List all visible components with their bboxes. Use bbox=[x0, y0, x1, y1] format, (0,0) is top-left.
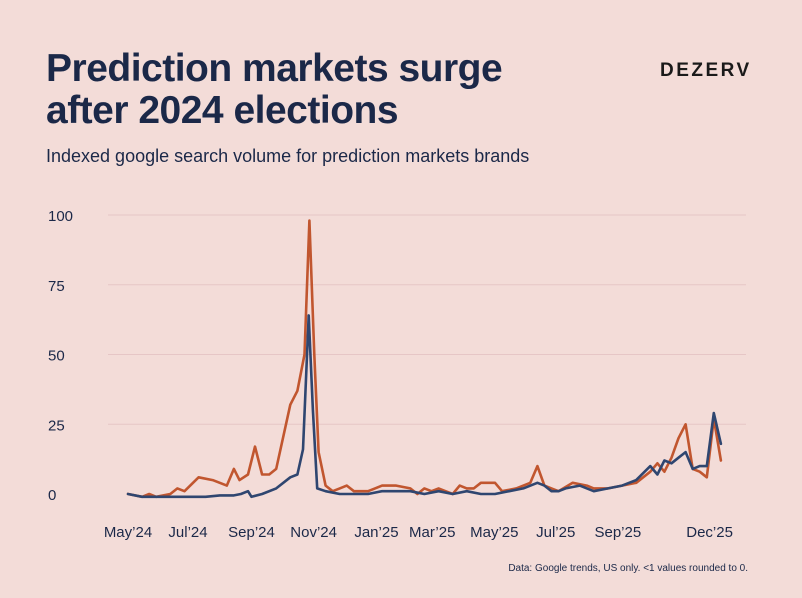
page-title: Prediction markets surge after 2024 elec… bbox=[46, 48, 606, 132]
y-tick-label-75: 75 bbox=[48, 278, 65, 295]
title-line-1: Prediction markets surge bbox=[46, 47, 503, 90]
y-tick-label-50: 50 bbox=[48, 348, 65, 365]
x-tick-label-8: Sep’25 bbox=[594, 524, 641, 541]
y-tick-label-100: 100 bbox=[48, 208, 73, 225]
x-tick-label-1: Jul’24 bbox=[168, 524, 207, 541]
series-line-2 bbox=[126, 314, 723, 499]
x-tick-label-0: May’24 bbox=[104, 524, 152, 541]
x-tick-label-7: Jul’25 bbox=[536, 524, 575, 541]
x-tick-label-5: Mar’25 bbox=[409, 524, 455, 541]
x-tick-label-2: Sep’24 bbox=[228, 524, 275, 541]
series-line-1 bbox=[126, 219, 723, 499]
x-tick-label-9: Dec’25 bbox=[686, 524, 733, 541]
y-tick-label-25: 25 bbox=[48, 417, 65, 434]
data-source-footnote: Data: Google trends, US only. <1 values … bbox=[508, 563, 748, 574]
x-tick-label-6: May’25 bbox=[470, 524, 518, 541]
x-tick-label-3: Nov’24 bbox=[290, 524, 337, 541]
chart-subtitle: Indexed google search volume for predict… bbox=[46, 146, 530, 166]
title-line-2: after 2024 elections bbox=[46, 89, 399, 132]
x-tick-label-4: Jan’25 bbox=[354, 524, 398, 541]
brand-logo: DEZERV bbox=[660, 60, 752, 81]
y-tick-label-0: 0 bbox=[48, 487, 56, 504]
